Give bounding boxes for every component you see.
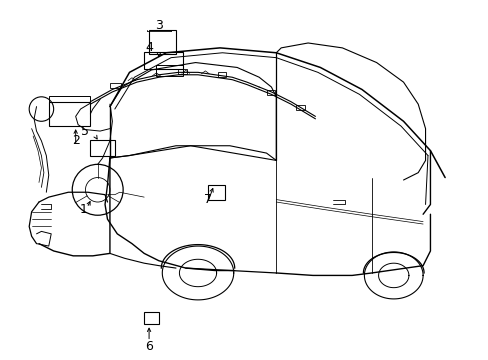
Bar — [110, 83, 121, 89]
Bar — [149, 30, 176, 54]
Bar — [156, 66, 183, 76]
Text: 5: 5 — [81, 125, 89, 138]
Bar — [217, 72, 226, 77]
Text: 4: 4 — [145, 41, 153, 54]
Bar — [49, 102, 90, 126]
Bar — [90, 140, 115, 156]
Bar — [49, 96, 90, 102]
Bar — [178, 69, 187, 74]
Bar — [266, 90, 275, 95]
Text: 7: 7 — [203, 193, 211, 206]
Text: 2: 2 — [72, 134, 80, 147]
Bar — [144, 52, 183, 69]
Text: 1: 1 — [80, 203, 88, 216]
Text: 6: 6 — [145, 340, 153, 353]
Bar — [295, 105, 304, 110]
Text: 3: 3 — [155, 19, 163, 32]
Bar — [207, 185, 224, 199]
Bar — [144, 312, 159, 324]
